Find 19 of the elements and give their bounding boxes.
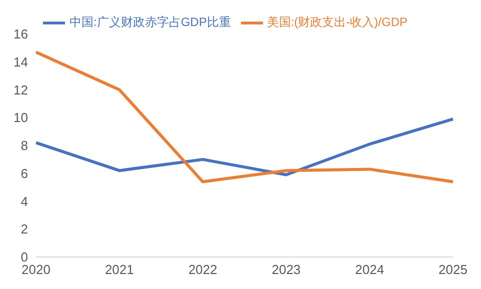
x-tick-label: 2021 bbox=[104, 262, 134, 278]
y-tick-label: 4 bbox=[20, 194, 28, 209]
legend-label: 中国:广义财政赤字占GDP比重 bbox=[69, 15, 231, 30]
x-tick-label: 2020 bbox=[22, 262, 50, 278]
y-tick-label: 2 bbox=[20, 222, 28, 237]
x-tick-label: 2023 bbox=[272, 262, 301, 278]
y-tick-label: 16 bbox=[14, 26, 28, 42]
y-tick-label: 10 bbox=[14, 110, 28, 126]
line-series bbox=[34, 118, 454, 176]
y-tick-label: 8 bbox=[20, 138, 28, 154]
y-tick-label: 6 bbox=[20, 166, 28, 181]
legend-label: 美国:(财政支出-收入)/GDP bbox=[266, 15, 408, 30]
y-tick-label: 0 bbox=[20, 250, 28, 265]
x-tick-label: 2022 bbox=[188, 262, 218, 278]
x-tick-label: 2024 bbox=[355, 262, 384, 278]
y-tick-label: 14 bbox=[14, 54, 28, 70]
x-tick-label: 2025 bbox=[438, 262, 468, 278]
y-tick-label: 12 bbox=[14, 82, 28, 98]
line-series bbox=[34, 50, 454, 184]
